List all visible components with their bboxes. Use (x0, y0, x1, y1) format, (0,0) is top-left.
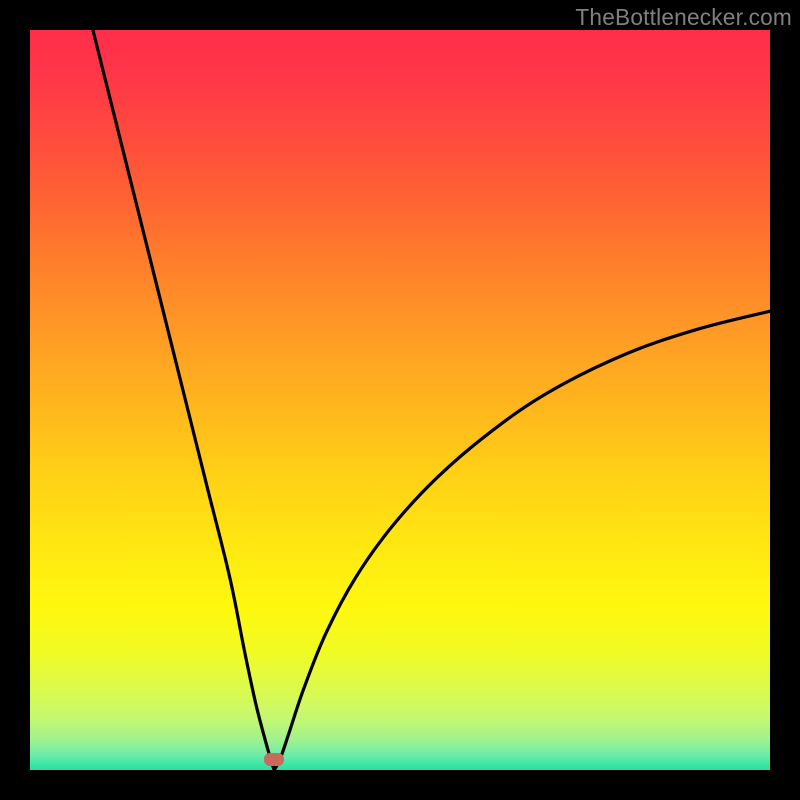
minimum-marker (264, 753, 284, 766)
bottleneck-chart: TheBottlenecker.com (0, 0, 800, 800)
bottleneck-curve (30, 30, 770, 770)
plot-area (30, 30, 770, 770)
watermark-text: TheBottlenecker.com (575, 4, 792, 31)
